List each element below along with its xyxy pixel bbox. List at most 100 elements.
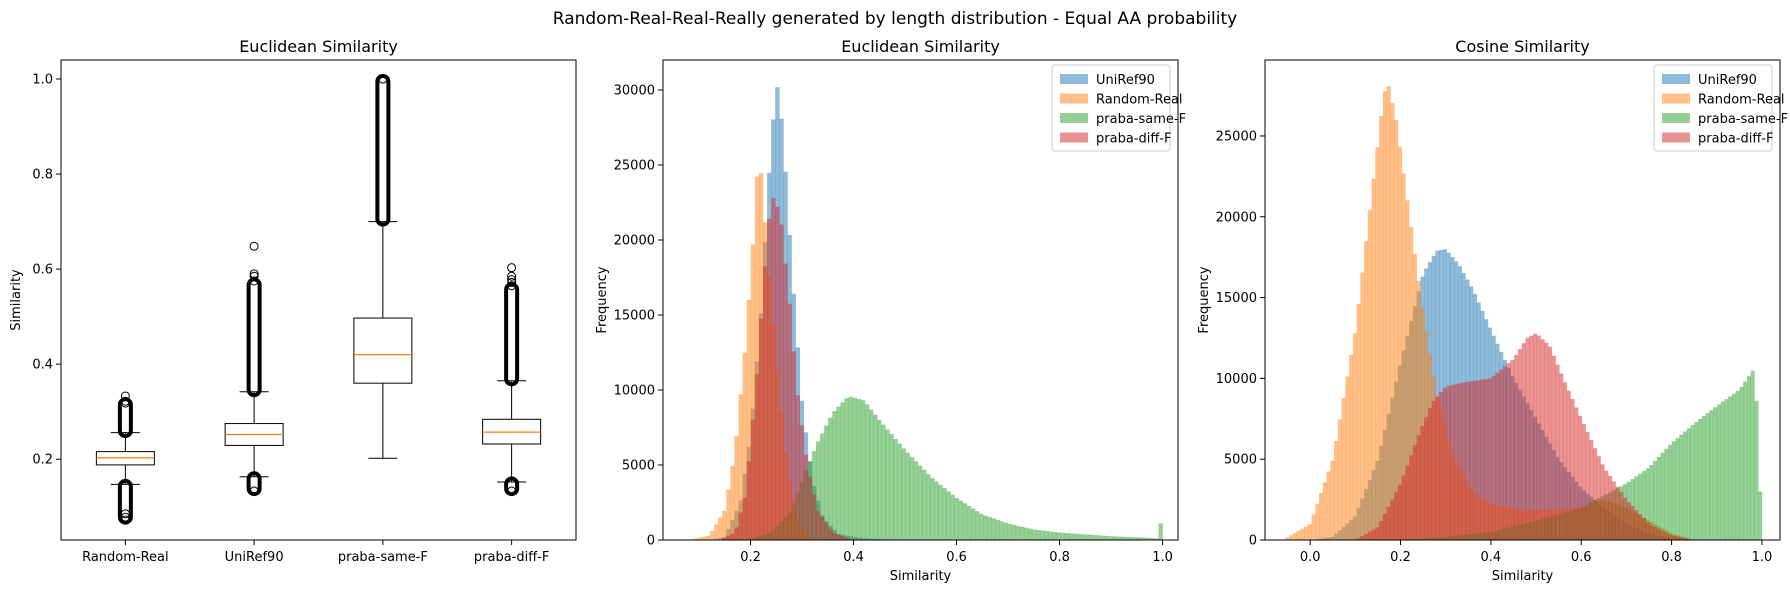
box-praba-diff-f — [482, 263, 542, 497]
box-praba-same-f — [353, 73, 413, 459]
x-tick-label: 0.4 — [843, 550, 864, 565]
histogram-bar — [1664, 448, 1669, 540]
histogram-bar — [897, 443, 902, 540]
histogram-bar — [958, 500, 964, 540]
histogram-bar — [836, 406, 841, 540]
y-tick-label: 20000 — [614, 234, 655, 249]
legend-swatch — [1662, 113, 1690, 123]
histogram-bar — [1454, 384, 1459, 540]
legend-swatch — [1060, 113, 1088, 123]
histogram-bar — [1623, 497, 1628, 540]
histogram-bar — [1356, 538, 1361, 540]
histogram-bar — [1319, 493, 1324, 540]
histogram-bar — [742, 352, 747, 540]
histogram-bar — [934, 481, 939, 540]
histogram-bar — [1019, 526, 1025, 540]
histogram-bar — [1349, 354, 1354, 540]
legend-label: praba-same-F — [1096, 112, 1186, 127]
histogram-bar — [1758, 491, 1763, 540]
histogram-bar — [1032, 529, 1037, 540]
histogram-bar — [1686, 538, 1691, 540]
histogram-bar — [1450, 385, 1455, 540]
plot-frame — [662, 59, 1179, 541]
histogram-bar — [1117, 536, 1123, 540]
histogram-bar — [962, 503, 968, 540]
outlier-band-low — [117, 478, 133, 525]
y-tick-label: 5000 — [622, 459, 655, 474]
histogram-bar — [1386, 86, 1391, 540]
histogram-bar — [926, 474, 931, 540]
histogram-bar — [828, 528, 833, 540]
legend-box — [1051, 64, 1171, 152]
histogram-bar — [1491, 376, 1496, 540]
bars-layer — [689, 87, 1163, 540]
histogram-bar — [1525, 337, 1530, 540]
histogram-bar — [1581, 424, 1586, 540]
x-tick-label: 0.2 — [1390, 550, 1411, 565]
outlier-band-high — [375, 73, 391, 227]
histogram-bar — [1593, 448, 1598, 540]
histogram-bar — [1679, 537, 1684, 540]
histogram-bar — [975, 511, 980, 540]
histogram-bar — [1671, 535, 1676, 540]
histogram-bar — [999, 521, 1004, 540]
histogram-bar — [1076, 533, 1082, 540]
outlier-point — [120, 398, 130, 408]
histogram-bar — [1724, 399, 1729, 540]
y-axis-label: Frequency — [1197, 266, 1212, 333]
y-tick-label: 25000 — [1216, 129, 1257, 144]
histogram-bar — [1668, 444, 1673, 540]
histogram-bar — [1036, 530, 1041, 540]
histogram-bar — [1559, 373, 1564, 540]
histogram-bar — [1285, 537, 1290, 540]
y-tick-label: 0.6 — [32, 263, 53, 278]
histogram-bar — [1416, 280, 1421, 540]
y-tick-label: 30000 — [614, 84, 655, 99]
outlier-point — [249, 486, 259, 496]
histogram-bar — [1604, 470, 1609, 540]
histogram-bar — [1713, 407, 1718, 540]
histogram-bar — [1150, 538, 1155, 540]
histogram-bar — [1536, 335, 1541, 540]
legend-label: praba-diff-F — [1096, 132, 1171, 147]
euclidean-histogram-panel: Euclidean Similarity 0 5000 10000 15000 20000… — [595, 37, 1186, 584]
histogram-bar — [893, 438, 898, 540]
histogram-bar — [1664, 532, 1669, 540]
histogram-bar — [1356, 303, 1361, 540]
histogram-bar — [885, 429, 890, 540]
x-tick-label: 0.0 — [1300, 550, 1321, 565]
histogram-bar — [1089, 534, 1094, 540]
histogram-bar — [1072, 533, 1078, 540]
histogram-bar — [1596, 456, 1601, 540]
outlier-band-high — [504, 282, 520, 387]
legend-swatch — [1060, 74, 1088, 84]
legend-swatch — [1662, 132, 1690, 143]
legend: UniRef90 Random-Real praba-same-F praba-dif… — [1653, 64, 1788, 152]
plot-frame — [60, 59, 577, 541]
outlier-point — [507, 263, 517, 273]
histogram-bar — [730, 533, 735, 540]
histogram-bar — [795, 395, 800, 540]
histogram-bar — [1060, 532, 1065, 540]
histogram-bar — [1101, 535, 1106, 540]
histogram-bar — [1129, 537, 1135, 540]
histogram-bar — [1506, 363, 1511, 540]
x-tick-label: 0.2 — [740, 550, 761, 565]
histogram-bar — [1371, 178, 1376, 540]
histogram-bar — [1589, 440, 1594, 540]
histogram-bar — [1401, 173, 1406, 540]
histogram-bar — [1390, 103, 1395, 540]
histogram-bar — [1705, 413, 1710, 540]
legend-label: praba-same-F — [1698, 112, 1788, 127]
histogram-bar — [746, 299, 752, 540]
histogram-bar — [824, 425, 829, 540]
histogram-bar — [758, 318, 764, 540]
histogram-bar — [1003, 522, 1008, 540]
histogram-bar — [905, 452, 911, 540]
histogram-bar — [1416, 435, 1421, 540]
histogram-bar — [970, 508, 976, 540]
series-praba-diff-f — [718, 197, 853, 540]
histogram-bar — [775, 206, 780, 540]
histogram-bar — [901, 448, 906, 540]
histogram-bar — [840, 402, 845, 540]
